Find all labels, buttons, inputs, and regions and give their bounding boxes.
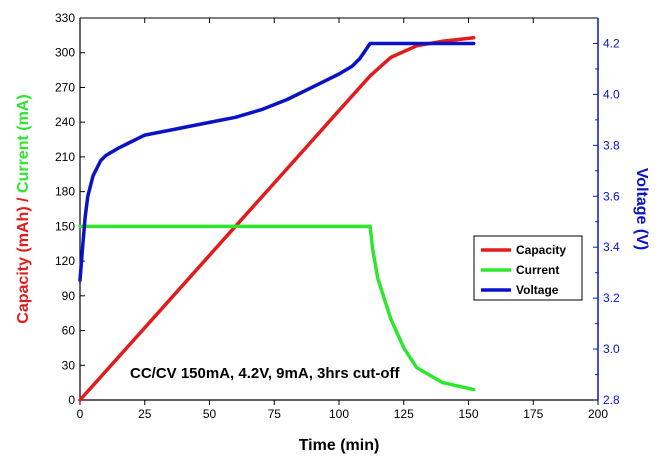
y-left-tick-label: 150 — [55, 219, 75, 233]
y-axis-left-title: Capacity (mAh) / Current (mA) — [15, 94, 32, 323]
y-axis-left: 0 30 60 90 120 150 180 210 240 270 300 330 — [55, 11, 85, 407]
x-tick-label: 100 — [329, 407, 349, 421]
y-right-tick-label: 4.0 — [603, 87, 620, 101]
x-tick-label: 50 — [203, 407, 217, 421]
x-tick-label: 25 — [138, 407, 152, 421]
x-tick-label: 200 — [588, 407, 608, 421]
y-left-tick-label: 90 — [62, 289, 76, 303]
legend-label: Capacity — [516, 243, 566, 257]
plot-area — [80, 18, 598, 400]
x-tick-label: 125 — [394, 407, 414, 421]
legend: Capacity Current Voltage — [473, 235, 583, 301]
x-tick-label: 150 — [458, 407, 478, 421]
series-line-current — [78, 224, 476, 392]
y-left-tick-label: 30 — [62, 358, 76, 372]
y-right-tick-label: 4.2 — [603, 36, 620, 50]
y-axis-right-title: Voltage (V) — [633, 168, 650, 250]
x-axis: 0 25 50 75 100 125 150 175 200 — [77, 17, 608, 421]
y-left-tick-label: 240 — [55, 115, 75, 129]
y-axis-left-title-part: Capacity (mAh) — [15, 206, 32, 323]
y-left-tick-label: 60 — [62, 324, 76, 338]
y-right-tick-label: 3.6 — [603, 189, 620, 203]
x-axis-title: Time (min) — [299, 437, 380, 454]
series-line-voltage — [78, 41, 476, 283]
y-left-tick-label: 120 — [55, 254, 75, 268]
y-left-tick-label: 300 — [55, 46, 75, 60]
y-left-tick-label: 270 — [55, 80, 75, 94]
y-left-tick-label: 180 — [55, 185, 75, 199]
x-tick-label: 175 — [523, 407, 543, 421]
y-right-tick-label: 2.8 — [603, 393, 620, 407]
y-axis-right: 2.8 3.0 3.2 3.4 3.6 3.8 4.0 4.2 — [593, 18, 620, 407]
chart-annotation: CC/CV 150mA, 4.2V, 9mA, 3hrs cut-off — [130, 365, 401, 382]
x-tick-label: 75 — [268, 407, 282, 421]
y-right-tick-label: 3.2 — [603, 291, 620, 305]
y-left-tick-label: 0 — [68, 393, 75, 407]
y-axis-left-title-part: Current (mA) — [15, 94, 32, 193]
y-left-tick-label: 330 — [55, 11, 75, 25]
series-layer — [78, 35, 476, 402]
legend-label: Voltage — [516, 283, 559, 297]
y-axis-left-title-part: / — [15, 193, 32, 206]
y-right-tick-label: 3.4 — [603, 240, 620, 254]
x-tick-label: 0 — [77, 407, 84, 421]
legend-label: Current — [516, 263, 559, 277]
y-left-tick-label: 210 — [55, 150, 75, 164]
y-right-tick-label: 3.0 — [603, 342, 620, 356]
y-right-tick-label: 3.8 — [603, 138, 620, 152]
